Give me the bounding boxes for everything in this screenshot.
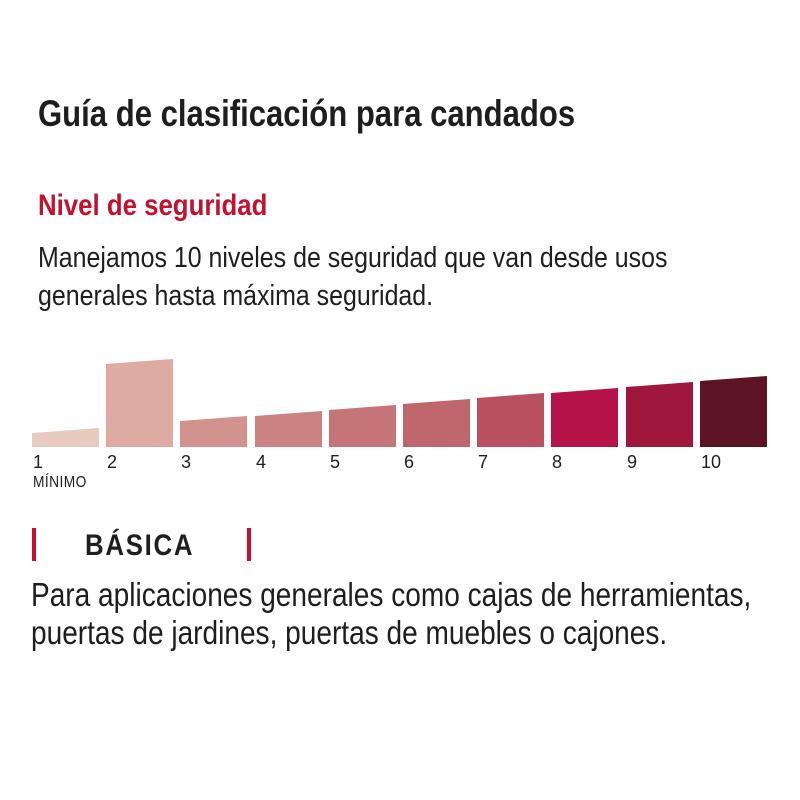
level-bar-10: [700, 376, 767, 447]
level-label-4: 4: [256, 452, 267, 472]
level-description: Para aplicaciones generales como cajas d…: [31, 576, 800, 652]
level-label-7: 7: [478, 452, 489, 472]
intro-line-1: Manejamos 10 niveles de seguridad que va…: [38, 242, 668, 274]
level-label-9: 9: [627, 452, 638, 472]
security-level-heading: Nivel de seguridad: [38, 189, 268, 222]
level-tick-right: [247, 528, 251, 561]
security-level-bars: [32, 355, 768, 447]
level-label-8: 8: [552, 452, 563, 472]
level-bar-7: [477, 393, 544, 447]
level-bar-4: [255, 411, 322, 447]
level-bar-2-highlighted: [106, 359, 173, 447]
security-level-intro: Manejamos 10 niveles de seguridad que va…: [38, 239, 770, 315]
page-title: Guía de clasificación para candados: [38, 93, 576, 134]
level-bar-8: [551, 388, 618, 447]
minimum-label: MÍNIMO: [33, 474, 87, 491]
level-label-10: 10: [701, 452, 722, 472]
level-bar-3: [180, 416, 247, 447]
level-label-2: 2: [107, 452, 118, 472]
level-description-line-1: Para aplicaciones generales como cajas d…: [31, 576, 752, 613]
level-name: BÁSICA: [85, 529, 195, 562]
intro-line-2: generales hasta máxima seguridad.: [38, 280, 434, 312]
level-bar-1: [32, 428, 99, 447]
level-bar-9: [626, 382, 693, 447]
level-label-6: 6: [404, 452, 415, 472]
level-description-line-2: puertas de jardines, puertas de muebles …: [31, 614, 668, 651]
security-level-labels: 1 2 3 4 5 6 7 8 9 10: [32, 453, 768, 473]
level-label-3: 3: [181, 452, 192, 472]
level-bar-6: [403, 399, 470, 447]
level-label-5: 5: [330, 452, 341, 472]
level-tick-left: [32, 528, 36, 561]
level-label-1: 1: [33, 452, 44, 472]
level-bar-5: [329, 405, 396, 447]
